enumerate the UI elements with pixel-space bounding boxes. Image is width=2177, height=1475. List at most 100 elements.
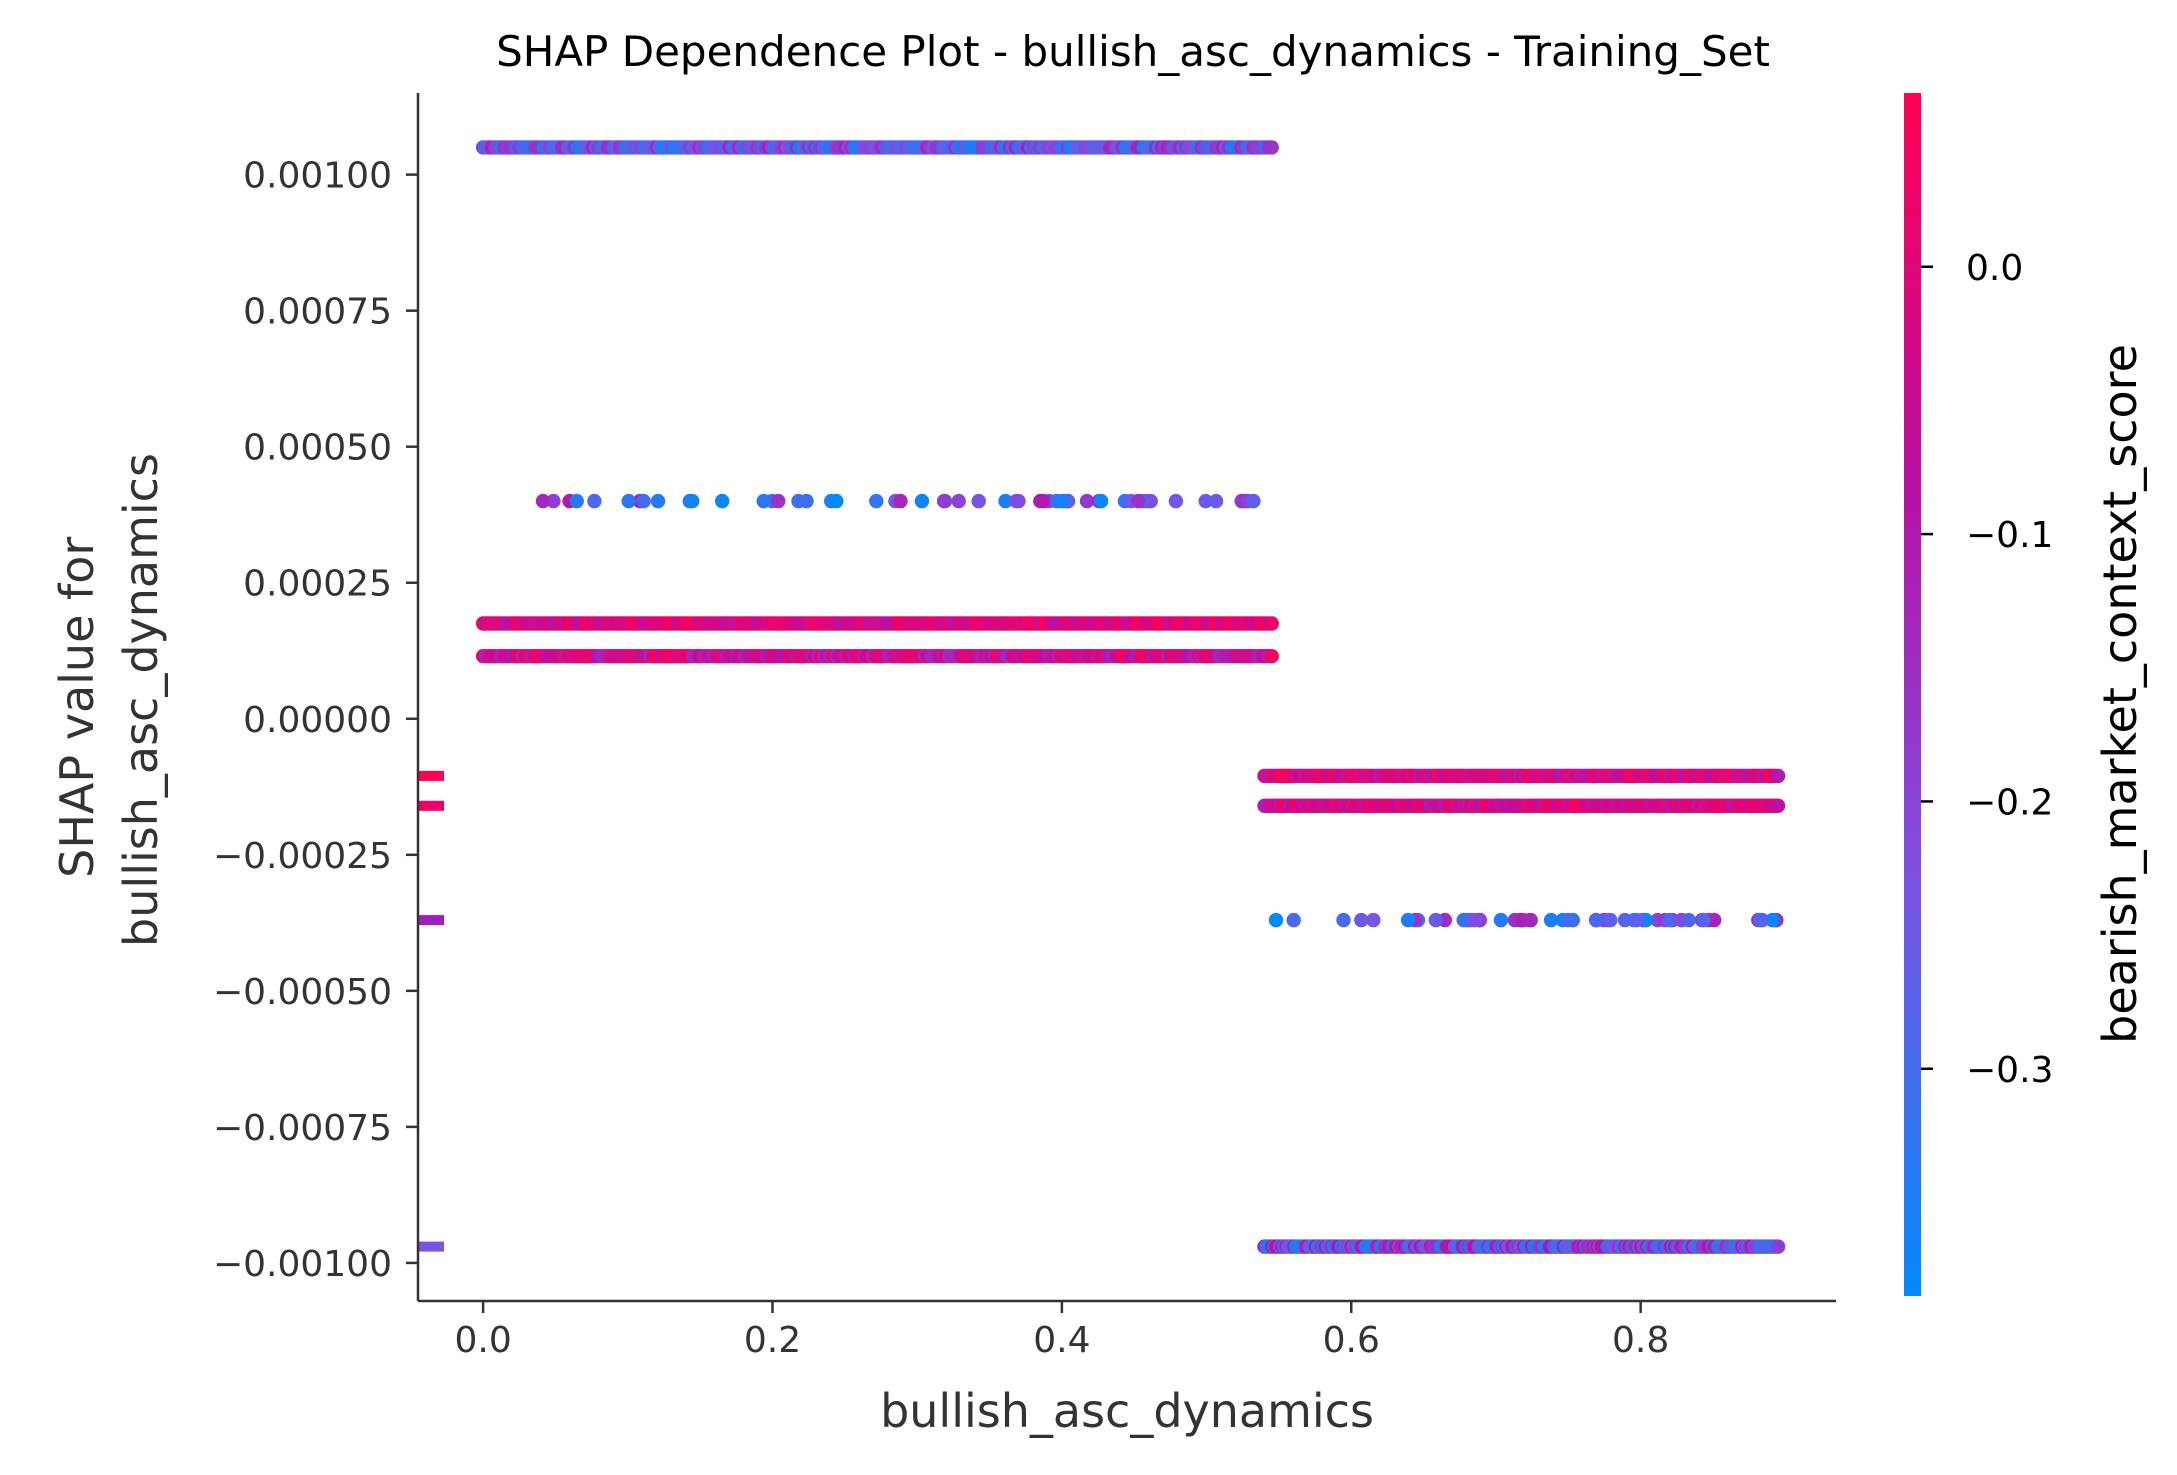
data-point — [1036, 493, 1051, 509]
data-point — [1264, 649, 1279, 664]
data-point — [998, 493, 1013, 509]
x-tick-label: 0.8 — [1612, 1320, 1669, 1361]
data-point — [1456, 912, 1471, 928]
data-point — [771, 493, 786, 509]
data-point — [587, 493, 602, 509]
series-7 — [1257, 1239, 1786, 1254]
y-tick-label: −0.00100 — [213, 1244, 392, 1285]
missing-value-markers — [419, 770, 444, 1252]
data-point — [1366, 912, 1381, 928]
data-point — [1079, 493, 1095, 509]
data-point — [1011, 493, 1026, 509]
data-point — [756, 493, 771, 509]
data-point — [1588, 912, 1604, 928]
data-point — [1336, 912, 1351, 928]
y-tick-label: 0.00100 — [243, 156, 392, 197]
y-tick-label: 0.00075 — [243, 292, 392, 333]
series-1 — [535, 493, 1261, 509]
data-point — [1522, 912, 1538, 928]
y-axis-title-line-2: bullish_asc_dynamics — [114, 453, 168, 947]
data-point — [715, 493, 730, 509]
data-point — [1493, 912, 1509, 928]
data-point — [1055, 493, 1070, 509]
series-6 — [1268, 912, 1784, 928]
data-point — [936, 493, 952, 509]
data-point — [1093, 493, 1109, 509]
series-5 — [1257, 798, 1786, 813]
series-2 — [475, 616, 1279, 631]
data-point — [1198, 493, 1213, 509]
data-point — [621, 493, 636, 509]
data-point — [1770, 768, 1786, 784]
x-axis-title: bullish_asc_dynamics — [880, 1384, 1374, 1438]
y-axis-title: SHAP value for bullish_asc_dynamics — [50, 453, 168, 947]
data-point — [1428, 912, 1444, 928]
missing-value-marker — [419, 800, 444, 811]
data-point — [1264, 616, 1279, 631]
data-point — [1286, 912, 1301, 928]
colorbar-title: bearish_market_context_score — [2093, 344, 2147, 1044]
data-point — [1246, 493, 1261, 509]
data-point — [1400, 912, 1416, 928]
y-axis-title-line-1: SHAP value for — [50, 537, 104, 878]
y-tick-label: 0.00050 — [243, 428, 392, 469]
data-point — [569, 493, 584, 509]
data-point — [869, 493, 884, 509]
colorbar-tick-label: −0.2 — [1966, 782, 2053, 823]
series-4 — [1257, 768, 1786, 784]
y-axis-ticks: 0.00100 0.00075 0.00050 0.00025 0.00000 −0.00… — [213, 156, 418, 1285]
x-tick-label: 0.0 — [454, 1320, 511, 1361]
colorbar-tick-label: −0.1 — [1966, 515, 2053, 556]
x-tick-label: 0.6 — [1323, 1320, 1380, 1361]
colorbar-tick-label: 0.0 — [1966, 248, 2023, 289]
data-point — [893, 493, 908, 509]
y-tick-label: 0.00000 — [243, 700, 392, 741]
data-point — [1264, 140, 1279, 155]
data-point — [914, 493, 930, 509]
data-point — [1131, 493, 1146, 509]
data-point — [971, 493, 986, 509]
data-point — [650, 493, 666, 509]
data-point — [682, 493, 697, 509]
data-point — [1629, 912, 1644, 928]
x-axis-ticks: 0.0 0.2 0.4 0.6 0.8 — [454, 1301, 1669, 1361]
x-tick-label: 0.2 — [744, 1320, 801, 1361]
data-point — [1467, 912, 1482, 928]
data-point — [1168, 493, 1184, 509]
data-point — [1681, 912, 1696, 928]
y-tick-label: 0.00025 — [243, 564, 392, 605]
data-point — [1208, 493, 1224, 509]
data-points — [475, 140, 1786, 1254]
data-point — [1770, 1239, 1786, 1254]
data-point — [1765, 912, 1780, 928]
missing-value-marker — [419, 1241, 444, 1252]
missing-value-marker — [419, 915, 444, 926]
missing-value-marker — [419, 770, 444, 781]
series-3 — [475, 649, 1279, 664]
series-0 — [475, 140, 1279, 155]
data-point — [1268, 912, 1284, 928]
data-point — [535, 493, 551, 509]
data-point — [1662, 912, 1677, 928]
data-point — [1770, 798, 1786, 813]
chart-title: SHAP Dependence Plot - bullish_asc_dynam… — [496, 27, 1770, 76]
data-point — [1354, 912, 1369, 928]
colorbar — [1904, 93, 1921, 1296]
data-point — [1603, 912, 1618, 928]
data-point — [546, 493, 561, 509]
colorbar-tick-label: −0.3 — [1966, 1050, 2053, 1091]
colorbar-ticks: 0.0 −0.1 −0.2 −0.3 — [1921, 248, 2053, 1091]
data-point — [1753, 912, 1768, 928]
data-point — [1543, 912, 1559, 928]
data-point — [1696, 912, 1711, 928]
data-point — [636, 493, 651, 509]
data-point — [951, 493, 966, 509]
data-point — [1560, 912, 1576, 928]
data-point — [791, 493, 806, 509]
x-tick-label: 0.4 — [1033, 1320, 1090, 1361]
y-tick-label: −0.00075 — [213, 1108, 392, 1149]
data-point — [829, 493, 844, 509]
data-point — [1707, 912, 1722, 928]
